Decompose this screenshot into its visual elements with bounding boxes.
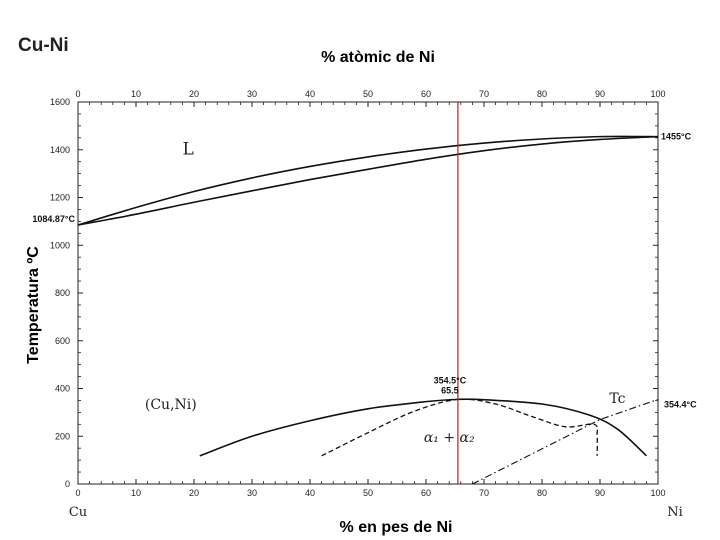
- annotation-critical-composition: 65.5: [441, 385, 459, 395]
- y-tick-label: 400: [55, 384, 70, 394]
- region-label-solid-solution: (Cu,Ni): [145, 397, 197, 413]
- y-tick-label: 1600: [50, 97, 70, 107]
- top-axis-title: % atòmic de Ni: [321, 49, 435, 66]
- liquidus-curve: [77, 135, 659, 226]
- system-title: Cu-Ni: [18, 35, 69, 56]
- phase-curves: [77, 135, 659, 485]
- x-tick-label-bottom: 50: [363, 488, 373, 498]
- x-tick-label-bottom: 70: [479, 488, 489, 498]
- annotation-ni-melting-point: 1455°C: [661, 132, 692, 142]
- x-tick-label-bottom: 20: [189, 488, 199, 498]
- x-tick-label-top: 100: [650, 89, 665, 99]
- x-tick-label-bottom: 10: [131, 488, 141, 498]
- x-tick-label-top: 40: [305, 89, 315, 99]
- x-tick-label-bottom: 40: [305, 488, 315, 498]
- x-tick-label-top: 30: [247, 89, 257, 99]
- x-tick-label-bottom: 100: [650, 488, 665, 498]
- spinodal-curve: [321, 398, 599, 457]
- x-end-label-ni: Ni: [667, 505, 683, 520]
- y-axis-title: Temperatura ºC: [25, 246, 42, 364]
- axis-ticks: 0010102020303040405050606070708080909010…: [50, 89, 666, 498]
- annotation-critical-temperature: 354.5°C: [434, 375, 467, 385]
- x-tick-label-bottom: 80: [537, 488, 547, 498]
- y-tick-label: 1400: [50, 145, 70, 155]
- x-tick-label-top: 50: [363, 89, 373, 99]
- x-tick-label-top: 60: [421, 89, 431, 99]
- x-tick-label-top: 20: [189, 89, 199, 99]
- x-tick-label-bottom: 90: [595, 488, 605, 498]
- region-label-two-phase: α₁ + α₂: [424, 430, 475, 446]
- x-tick-label-top: 10: [131, 89, 141, 99]
- annotations: 1084.87°C 1455°C 354.5°C65.5 354.4°C: [32, 132, 697, 410]
- x-tick-label-bottom: 60: [421, 488, 431, 498]
- x-tick-label-top: 0: [75, 89, 80, 99]
- y-tick-label: 800: [55, 288, 70, 298]
- y-tick-label: 1000: [50, 240, 70, 250]
- region-label-curie: Tc: [609, 391, 625, 407]
- x-tick-label-top: 90: [595, 89, 605, 99]
- bottom-axis-title: % en pes de Ni: [340, 519, 453, 536]
- x-end-label-cu: Cu: [69, 505, 87, 520]
- annotation-cu-melting-point: 1084.87°C: [32, 214, 75, 224]
- annotation-ni-curie-temperature: 354.4°C: [664, 399, 697, 409]
- x-tick-label-top: 80: [537, 89, 547, 99]
- y-tick-label: 1200: [50, 193, 70, 203]
- y-tick-label: 0: [65, 479, 70, 489]
- solidus-curve: [77, 135, 659, 226]
- x-tick-label-bottom: 0: [75, 488, 80, 498]
- y-tick-label: 600: [55, 336, 70, 346]
- region-labels: L (Cu,Ni) α₁ + α₂ Tc: [145, 140, 626, 447]
- y-tick-label: 200: [55, 431, 70, 441]
- curie-temperature-line: [472, 398, 659, 485]
- region-label-liquid: L: [183, 140, 194, 160]
- x-tick-label-bottom: 30: [247, 488, 257, 498]
- x-tick-label-top: 70: [479, 89, 489, 99]
